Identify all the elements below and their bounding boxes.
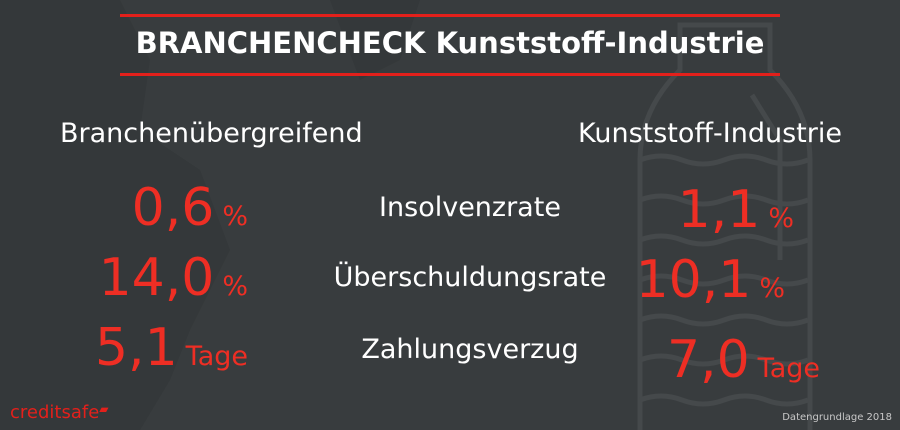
left-value-insolvency: 0,6% (132, 178, 248, 238)
unit: Tage (757, 353, 820, 384)
row-label-insolvency: Insolvenzrate (379, 192, 561, 223)
bottle-icon (637, 22, 813, 430)
unit: Tage (185, 341, 248, 372)
source-note: Datengrundlage 2018 (782, 412, 892, 423)
left-value-payment-delay: 5,1 Tage (95, 318, 248, 378)
column-heading-right: Kunststoff-Industrie (578, 118, 842, 149)
value: 10,1 (635, 250, 752, 310)
column-heading-left: Branchenübergreifend (60, 118, 363, 149)
title-top-rule (120, 14, 780, 17)
value: 7,0 (666, 330, 750, 390)
value: 0,6 (131, 178, 215, 238)
row-label-overindebtedness: Überschuldungsrate (333, 262, 607, 293)
unit: % (759, 273, 785, 304)
right-value-payment-delay: 7,0 Tage (667, 330, 820, 390)
value: 5,1 (94, 318, 178, 378)
title-bottom-rule (120, 73, 780, 76)
unit: % (222, 271, 248, 302)
unit: % (768, 203, 794, 234)
logo-mark-icon: ▰ (99, 402, 109, 416)
value: 1,1 (677, 180, 761, 240)
page-title: BRANCHENCHECK Kunststoff-Industrie (135, 26, 765, 60)
creditsafe-logo: creditsafe▰ (10, 402, 109, 423)
unit: % (222, 201, 248, 232)
right-value-overindebtedness: 10,1% (636, 250, 785, 310)
right-value-insolvency: 1,1% (678, 180, 794, 240)
left-value-overindebtedness: 14,0% (99, 248, 248, 308)
row-label-payment-delay: Zahlungsverzug (361, 334, 579, 365)
value: 14,0 (98, 248, 215, 308)
logo-text: creditsafe (10, 402, 100, 423)
